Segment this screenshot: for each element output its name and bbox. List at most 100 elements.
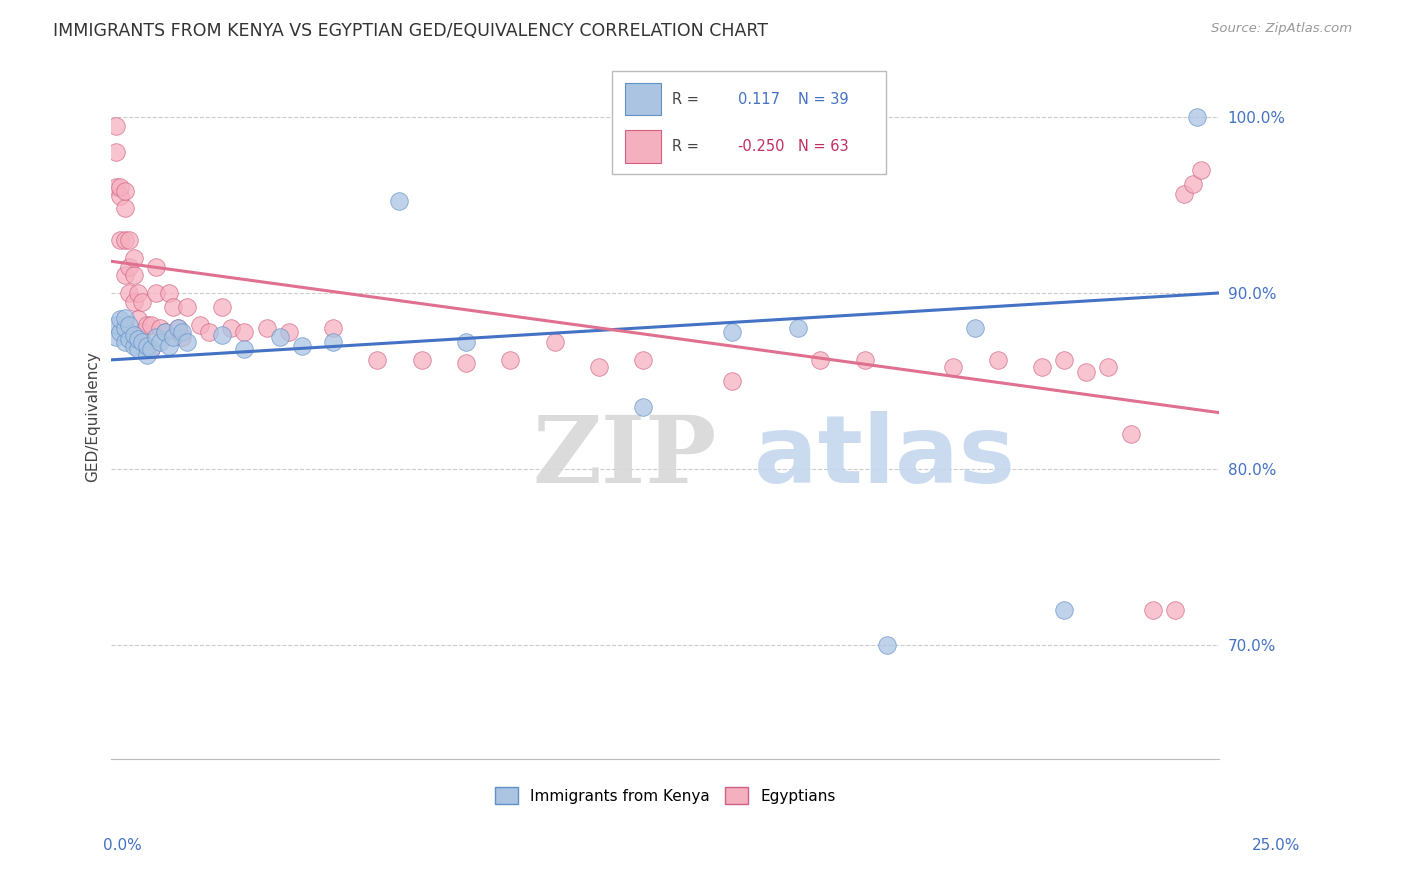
Point xyxy=(219,321,242,335)
Point xyxy=(110,189,132,203)
Point xyxy=(157,285,180,300)
Point xyxy=(114,184,136,198)
Point xyxy=(454,335,477,350)
Point xyxy=(145,260,167,274)
Point xyxy=(411,352,433,367)
Point xyxy=(720,374,742,388)
Point xyxy=(153,325,176,339)
Point xyxy=(1142,603,1164,617)
Point xyxy=(153,325,176,339)
Point xyxy=(172,330,194,344)
Text: 25.0%: 25.0% xyxy=(1253,838,1301,854)
Point xyxy=(122,268,145,283)
Point xyxy=(277,325,299,339)
Point xyxy=(104,145,127,160)
Point xyxy=(1191,162,1213,177)
Point xyxy=(499,352,522,367)
Point xyxy=(157,339,180,353)
Text: R =: R = xyxy=(672,139,699,153)
Point xyxy=(787,321,810,335)
Point xyxy=(127,332,149,346)
Point xyxy=(720,325,742,339)
Text: atlas: atlas xyxy=(754,411,1015,503)
Point xyxy=(1173,187,1195,202)
Point xyxy=(149,321,172,335)
Point xyxy=(104,318,127,332)
Point xyxy=(118,285,141,300)
Point xyxy=(135,348,157,362)
Point xyxy=(176,300,198,314)
Point xyxy=(162,300,184,314)
Point xyxy=(104,330,127,344)
Point xyxy=(188,318,211,332)
Point xyxy=(145,285,167,300)
Point xyxy=(172,325,194,339)
Point xyxy=(145,330,167,344)
Point xyxy=(149,335,172,350)
Point xyxy=(291,339,314,353)
Point xyxy=(118,233,141,247)
Point xyxy=(631,401,654,415)
Point xyxy=(110,325,132,339)
Y-axis label: GED/Equivalency: GED/Equivalency xyxy=(86,351,100,482)
Point xyxy=(853,352,876,367)
Point xyxy=(131,335,153,350)
Point xyxy=(127,312,149,326)
Point xyxy=(104,119,127,133)
Text: IMMIGRANTS FROM KENYA VS EGYPTIAN GED/EQUIVALENCY CORRELATION CHART: IMMIGRANTS FROM KENYA VS EGYPTIAN GED/EQ… xyxy=(53,22,769,40)
Point xyxy=(198,325,221,339)
Point xyxy=(211,300,233,314)
Point xyxy=(104,180,127,194)
Point xyxy=(118,318,141,332)
Point xyxy=(631,352,654,367)
FancyBboxPatch shape xyxy=(626,83,661,115)
Point xyxy=(122,339,145,353)
Point xyxy=(127,343,149,357)
Point xyxy=(135,318,157,332)
Point xyxy=(122,328,145,343)
Point xyxy=(269,330,291,344)
Text: Source: ZipAtlas.com: Source: ZipAtlas.com xyxy=(1212,22,1353,36)
Point xyxy=(114,233,136,247)
Point xyxy=(167,321,190,335)
Point xyxy=(127,285,149,300)
Point xyxy=(454,356,477,370)
Point xyxy=(122,294,145,309)
Point xyxy=(1053,352,1076,367)
Text: -0.250: -0.250 xyxy=(738,139,785,153)
FancyBboxPatch shape xyxy=(612,71,886,174)
Point xyxy=(876,638,898,652)
Point xyxy=(965,321,987,335)
Point xyxy=(1053,603,1076,617)
Point xyxy=(114,310,136,325)
Point xyxy=(114,202,136,216)
Text: 0.0%: 0.0% xyxy=(103,838,142,854)
Point xyxy=(110,312,132,326)
Point xyxy=(135,339,157,353)
Point xyxy=(1164,603,1187,617)
Text: ZIP: ZIP xyxy=(533,412,717,502)
Text: N = 39: N = 39 xyxy=(799,92,849,106)
Point xyxy=(118,332,141,346)
Point xyxy=(176,335,198,350)
Point xyxy=(167,321,190,335)
Text: N = 63: N = 63 xyxy=(799,139,849,153)
Point xyxy=(543,335,565,350)
Point xyxy=(1097,359,1119,374)
Point xyxy=(110,180,132,194)
Point xyxy=(588,359,610,374)
Point xyxy=(118,260,141,274)
Point xyxy=(233,325,256,339)
FancyBboxPatch shape xyxy=(626,130,661,162)
Point xyxy=(141,343,163,357)
Point xyxy=(141,318,163,332)
Point xyxy=(1076,365,1098,379)
Point xyxy=(141,343,163,357)
Text: R =: R = xyxy=(672,92,699,106)
Point xyxy=(322,321,344,335)
Point xyxy=(1031,359,1053,374)
Point xyxy=(131,325,153,339)
Point xyxy=(1119,426,1142,441)
Point xyxy=(233,343,256,357)
Point xyxy=(135,339,157,353)
